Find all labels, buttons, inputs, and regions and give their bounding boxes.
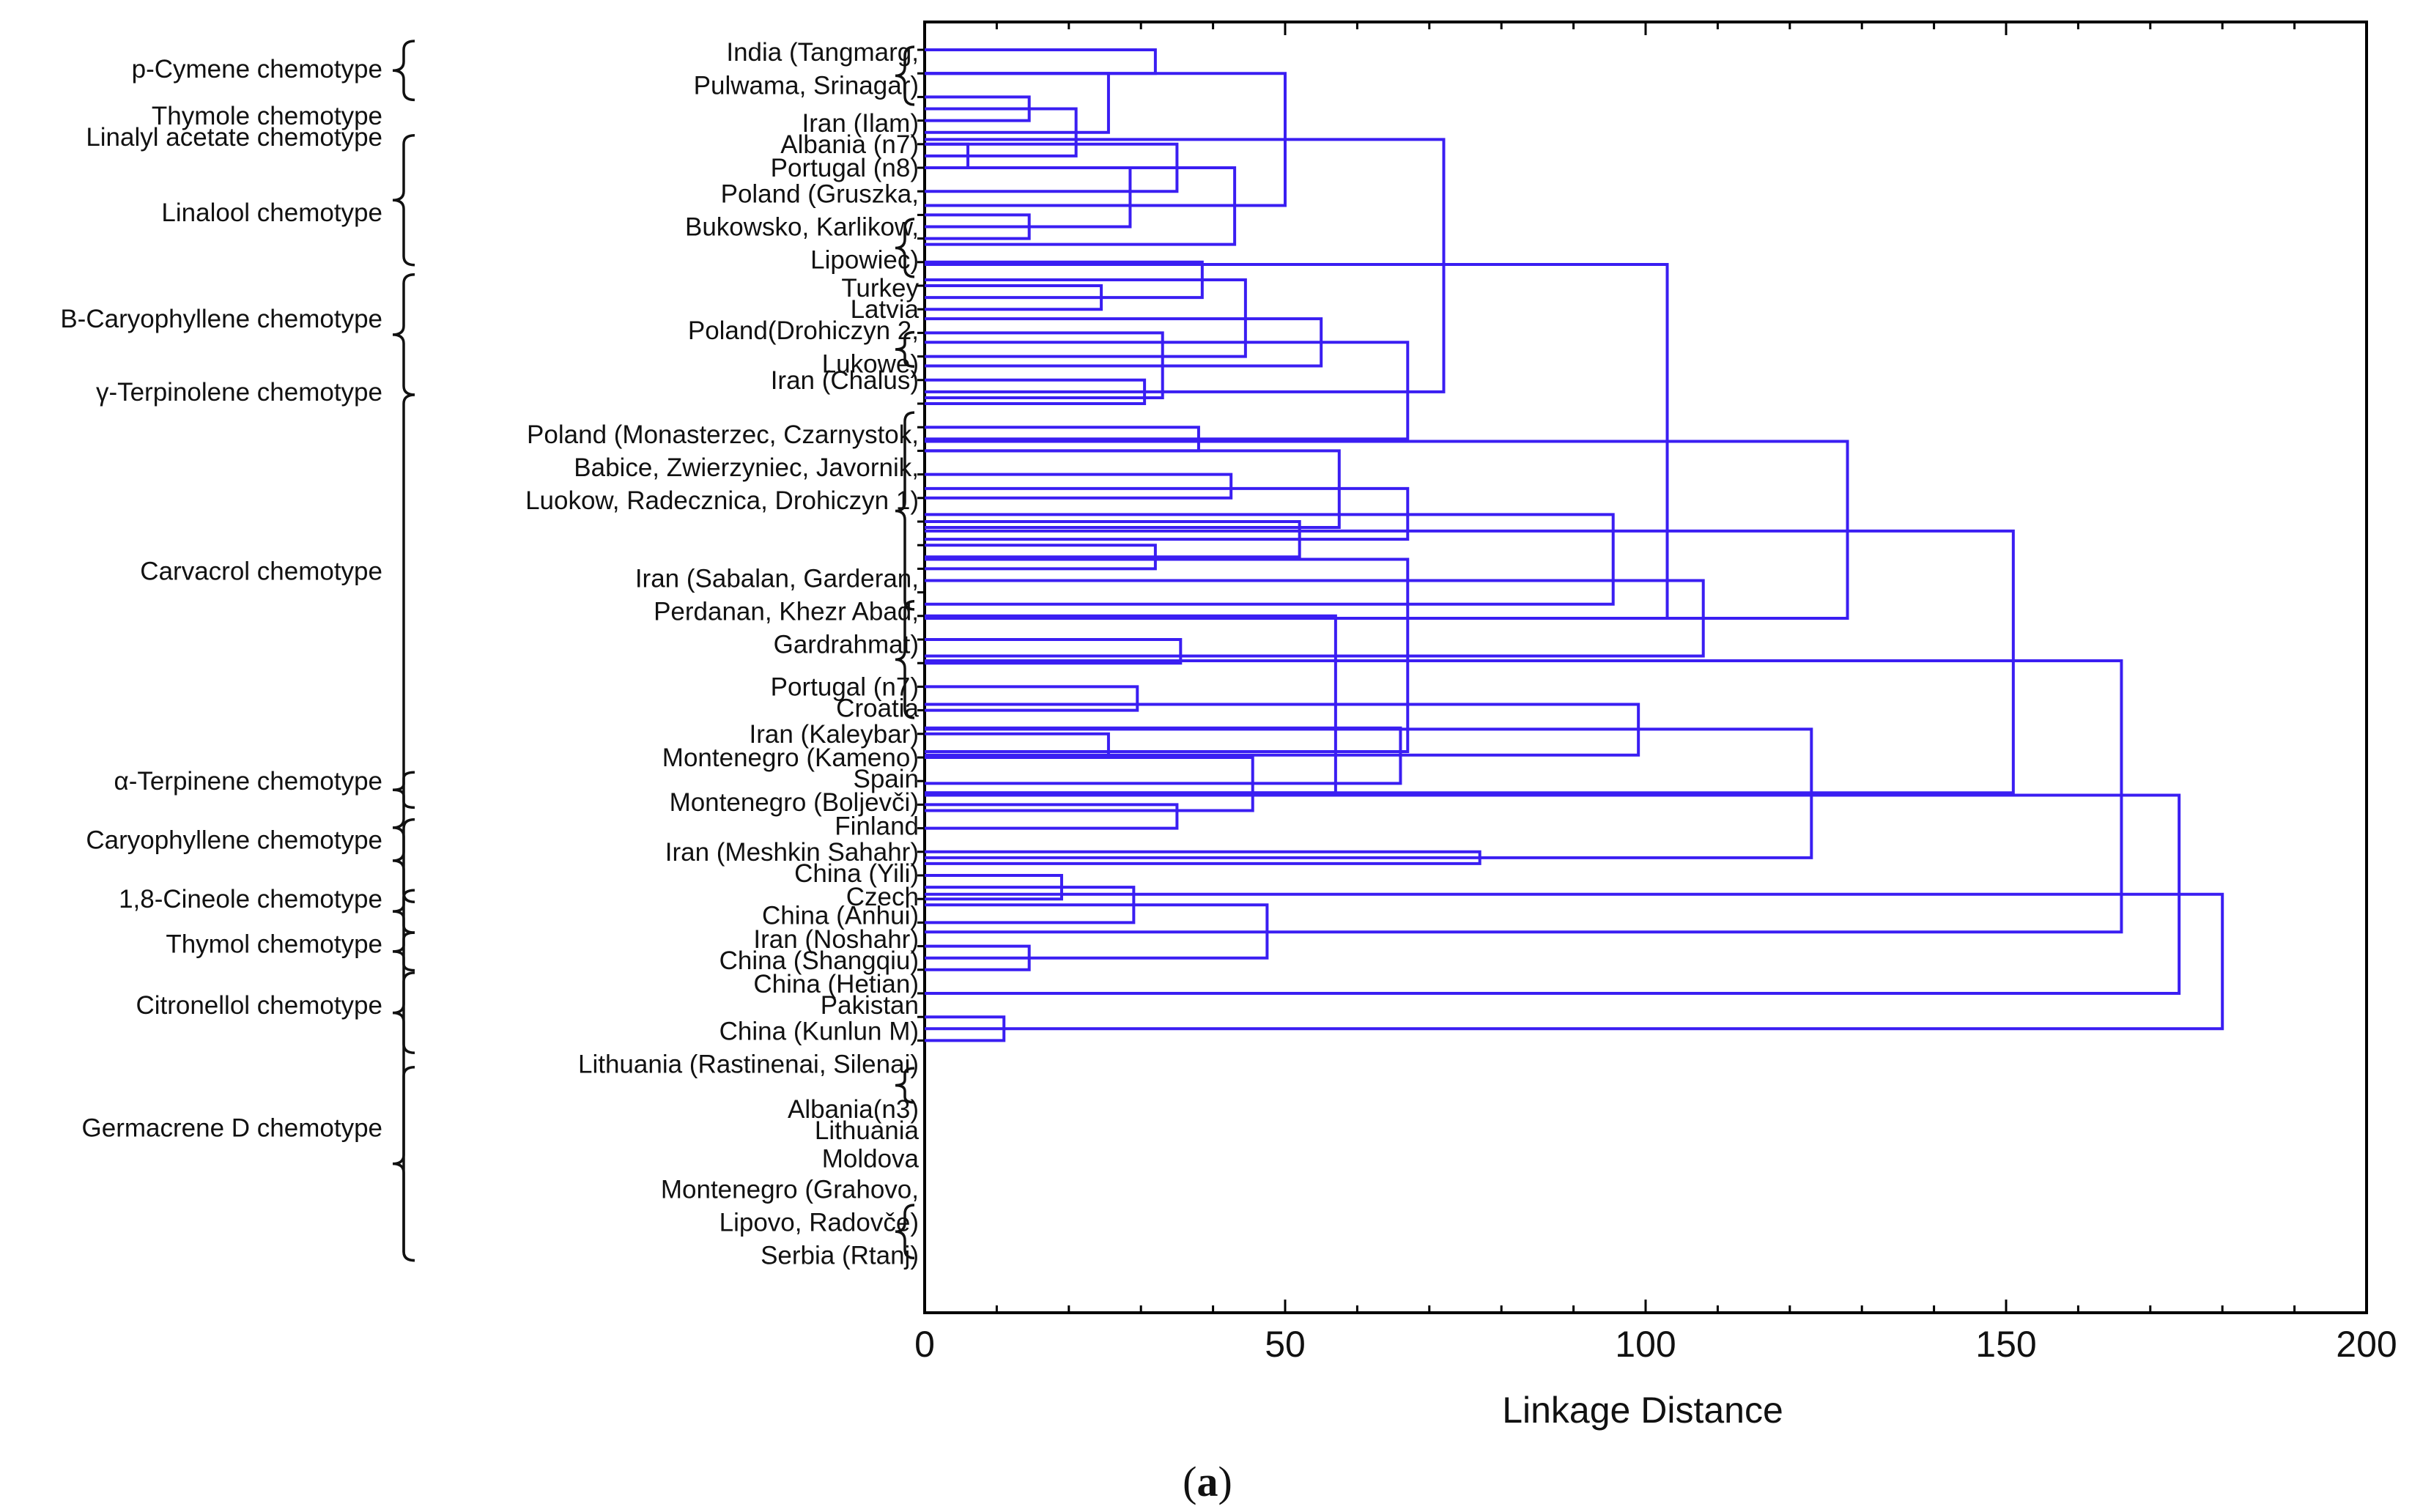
chemotype-label: Linalyl acetate chemotype	[86, 123, 382, 152]
chemotype-label: γ-Terpinolene chemotype	[96, 378, 382, 407]
sample-label: Spain	[853, 765, 919, 793]
sample-label: Poland(Drohiczyn 2,	[688, 316, 919, 345]
sample-label: Latvia	[851, 295, 920, 324]
merge-link-7	[925, 472, 1233, 500]
sample-label: Moldova	[822, 1144, 920, 1173]
chemotype-label: Citronellol chemotype	[136, 991, 382, 1020]
sample-label: Portugal (n7)	[771, 672, 919, 701]
merge-link-9	[925, 638, 1183, 665]
x-tick-label: 0	[914, 1324, 935, 1365]
sample-label: China (Yili)	[794, 859, 919, 888]
sample-brace	[895, 599, 915, 719]
sample-label: Iran (Sabalan, Garderan,	[635, 564, 919, 593]
sample-label: Gardrahmat)	[774, 630, 919, 659]
x-axis-title: Linkage Distance	[1502, 1390, 1783, 1431]
sample-label: Bukowsko, Karlikow,	[685, 213, 919, 242]
sample-label: India (Tangmarg,	[726, 38, 919, 67]
sample-label: Iran (Meshkin Sahahr)	[665, 838, 919, 867]
merge-link-47	[925, 892, 2224, 1031]
chemotype-brace	[392, 40, 415, 102]
sample-label: Croatia	[836, 694, 919, 722]
sample-label: Iran (Noshahr)	[753, 925, 919, 954]
merge-link-10	[925, 685, 1139, 712]
chemotype-label: Β-Caryophyllene chemotype	[60, 305, 382, 333]
sample-label: Iran (Ilam)	[802, 109, 919, 138]
sample-label: Poland (Monasterzec, Czarnystok,	[527, 420, 919, 449]
chemotype-brace	[392, 771, 415, 809]
caption-open-paren: (	[1183, 1458, 1196, 1505]
sample-label: Montenegro (Boljevči)	[670, 788, 919, 817]
sample-brace	[895, 330, 915, 368]
sample-label: Lithuania (Rastinenai, Silenai)	[578, 1050, 919, 1079]
sample-label: China (Anhui)	[762, 902, 919, 930]
merge-link-12	[925, 803, 1179, 830]
sample-label: China (Shangqiu)	[719, 946, 919, 975]
sample-label: Albania(n3)	[788, 1095, 919, 1124]
sample-label: China (Hetian)	[753, 970, 919, 998]
sample-label: Czech	[846, 883, 919, 911]
chemotype-label: Thymol chemotype	[166, 930, 382, 958]
chemotype-brace	[392, 273, 415, 396]
merge-link-17	[925, 72, 1110, 134]
sample-label: Turkey	[841, 274, 919, 303]
sample-label: Pulwama, Srinagar)	[694, 71, 919, 100]
sample-label: Lithuania	[815, 1116, 920, 1145]
plot-frame	[923, 21, 2368, 1314]
x-tick-label: 100	[1615, 1324, 1676, 1365]
sample-label: Babice, Zwierzyniec, Javornik,	[574, 453, 919, 482]
sample-brace	[895, 1067, 915, 1104]
sample-label: Iran (Kaleybar)	[750, 720, 919, 749]
x-tick-label: 50	[1265, 1324, 1306, 1365]
chemotype-label: α-Terpinene chemotype	[114, 767, 382, 796]
chemotype-label: Linalool chemotype	[161, 199, 382, 227]
sample-label: Perdanan, Khezr Abad,	[654, 597, 919, 626]
caption-letter: a	[1197, 1458, 1218, 1505]
chemotype-label: Caryophyllene chemotype	[86, 826, 382, 855]
chemotype-label: p-Cymene chemotype	[132, 55, 382, 84]
merge-link-0	[925, 48, 1157, 75]
sample-brace	[895, 1204, 915, 1260]
figure-caption: (a)	[1183, 1458, 1232, 1505]
sample-braces	[895, 45, 915, 1260]
chemotype-braces	[392, 40, 415, 1262]
sample-label: Albania (n7)	[780, 130, 919, 159]
x-tick-label: 200	[2336, 1324, 2397, 1365]
x-tick-label: 150	[1975, 1324, 2036, 1365]
dendrogram-tree	[925, 48, 2224, 1042]
chemotype-brace	[392, 889, 415, 934]
sample-label: Montenegro (Kameno)	[662, 744, 919, 772]
leaf-tick-marks	[917, 48, 925, 1042]
chemotype-brace	[392, 134, 415, 267]
chemotype-label: Germacrene D chemotype	[82, 1114, 382, 1143]
sample-label: Poland (Gruszka,	[721, 179, 919, 208]
chemotype-brace	[392, 971, 415, 1055]
caption-close-paren: )	[1218, 1458, 1232, 1505]
chemotype-label: Thymole chemotype	[152, 102, 382, 130]
sample-label: Iran (Chalus)	[771, 366, 919, 395]
sample-label: Lukowe)	[822, 349, 919, 378]
sample-label: Montenegro (Grahovo,	[661, 1175, 919, 1204]
merge-link-19	[925, 166, 1132, 229]
sample-label: Pakistan	[821, 991, 919, 1020]
sample-label: Finland	[835, 812, 919, 840]
sample-label: China (Kunlun M)	[719, 1018, 919, 1046]
sample-label: Lipowiec)	[810, 246, 919, 275]
chemotype-brace	[392, 1065, 415, 1262]
chemotype-label: 1,8-Cineole chemotype	[119, 885, 382, 914]
sample-label: Luokow, Radecznica, Drohiczyn 1)	[525, 486, 919, 515]
x-axis: 0 50 100 150 200	[914, 22, 2397, 1365]
chemotype-brace	[392, 931, 415, 972]
sample-label: Serbia (Rtanj)	[761, 1241, 919, 1270]
sample-label: Portugal (n8)	[771, 154, 919, 182]
sample-brace	[895, 218, 915, 278]
sample-labels: India (Tangmarg, Pulwama, Srinagar) Iran (…	[525, 38, 919, 1270]
sample-label: Lipovo, Radovče)	[719, 1208, 919, 1237]
merge-link-31	[925, 513, 1615, 606]
sample-brace	[895, 45, 915, 106]
chemotype-label: Carvacrol chemotype	[140, 557, 382, 586]
